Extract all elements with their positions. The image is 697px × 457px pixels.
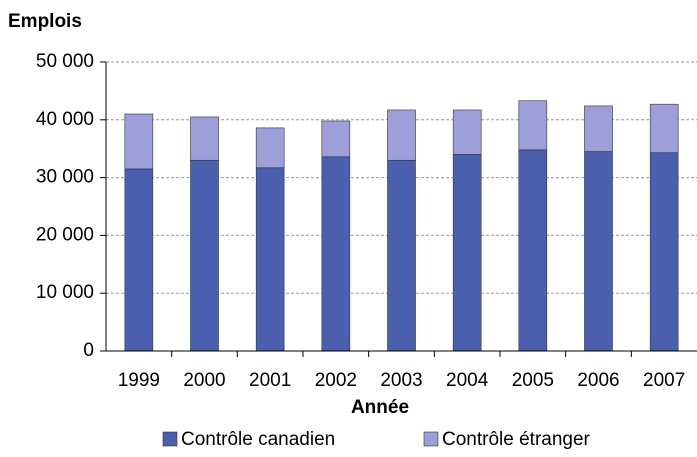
x-tick-label: 2004 [446, 370, 489, 391]
bar-segment [255, 167, 285, 352]
bar-segment [452, 154, 482, 352]
bar-segment [584, 151, 613, 352]
y-tick-label: 30 000 [36, 167, 94, 188]
bar-segment [124, 113, 154, 170]
x-tick-label: 2001 [249, 370, 291, 391]
x-axis-label: Année [351, 397, 409, 418]
bar-segment [452, 109, 482, 155]
x-tick-label: 2003 [380, 370, 422, 391]
legend-label: Contrôle canadien [181, 429, 335, 450]
bar-segment [649, 152, 679, 352]
x-tick-label: 2002 [315, 370, 357, 391]
bar-segment [321, 156, 351, 352]
bar-segment [190, 159, 219, 352]
y-tick-label: 40 000 [36, 109, 94, 130]
bar-segment [387, 109, 416, 161]
y-tick-label: 20 000 [36, 224, 94, 245]
legend-label: Contrôle étranger [442, 429, 591, 450]
bar-segment [255, 127, 285, 169]
bar-segment [124, 168, 154, 352]
bar-segment [584, 105, 613, 152]
bar-segment [649, 103, 679, 154]
x-tick-label: 2005 [512, 370, 554, 391]
y-tick-label: 10 000 [36, 282, 94, 303]
legend-swatch [162, 431, 178, 447]
chart-title: Emplois [8, 11, 82, 32]
x-tick-label: 2006 [577, 370, 619, 391]
y-tick-label: 0 [83, 340, 94, 361]
x-tick-label: 2007 [643, 370, 685, 391]
x-tick-label: 1999 [118, 370, 160, 391]
bar-segment [190, 116, 219, 161]
bar-segment [387, 159, 416, 352]
legend-swatch [423, 431, 439, 447]
bar-segment [518, 100, 548, 151]
y-tick-label: 50 000 [36, 51, 94, 72]
bar-segment [518, 149, 548, 352]
bar-segment [321, 120, 351, 158]
x-tick-label: 2000 [183, 370, 225, 391]
